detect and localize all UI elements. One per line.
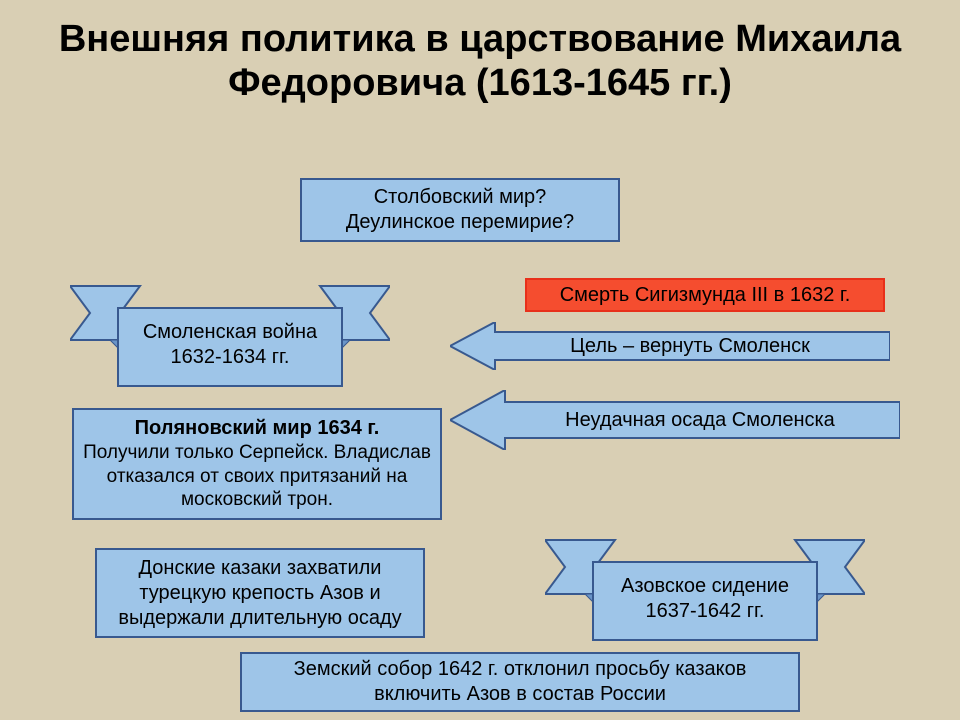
slide-title: Внешняя политика в царствование Михаила … [0,0,960,115]
slide: Внешняя политика в царствование Михаила … [0,0,960,720]
text-body: Получили только Серпейск. Владислав отка… [82,441,432,512]
box-zemsky-sobor: Земский собор 1642 г. отклонил просьбу к… [240,652,800,712]
box-polyanov-peace: Поляновский мир 1634 г. Получили только … [72,408,442,520]
text-line: Неудачная осада Смоленска [510,390,890,450]
text-line: 1637-1642 гг. [646,599,765,624]
text-line: Цель – вернуть Смоленск [500,322,880,370]
box-sigizmund-death: Смерть Сигизмунда III в 1632 г. [525,278,885,312]
ribbon-azov-siege: Азовское сидение 1637-1642 гг. [545,532,865,652]
text-line: Азовское сидение [621,574,789,599]
text-line: Смерть Сигизмунда III в 1632 г. [560,283,851,308]
text-line: Столбовский мир? [374,185,547,210]
ribbon-smolensk-war: Смоленская война 1632-1634 гг. [70,278,390,398]
text-title: Поляновский мир 1634 г. [135,416,380,441]
text-line: 1632-1634 гг. [171,345,290,370]
box-stolbov: Столбовский мир? Деулинское перемирие? [300,178,620,242]
text-line: Деулинское перемирие? [346,210,574,235]
box-don-cossacks: Донские казаки захватили турецкую крепос… [95,548,425,638]
arrow-goal: Цель – вернуть Смоленск [450,322,890,370]
text-line: Смоленская война [143,320,317,345]
text-body: Земский собор 1642 г. отклонил просьбу к… [250,657,790,707]
text-body: Донские казаки захватили турецкую крепос… [105,556,415,631]
arrow-siege: Неудачная осада Смоленска [450,390,900,450]
